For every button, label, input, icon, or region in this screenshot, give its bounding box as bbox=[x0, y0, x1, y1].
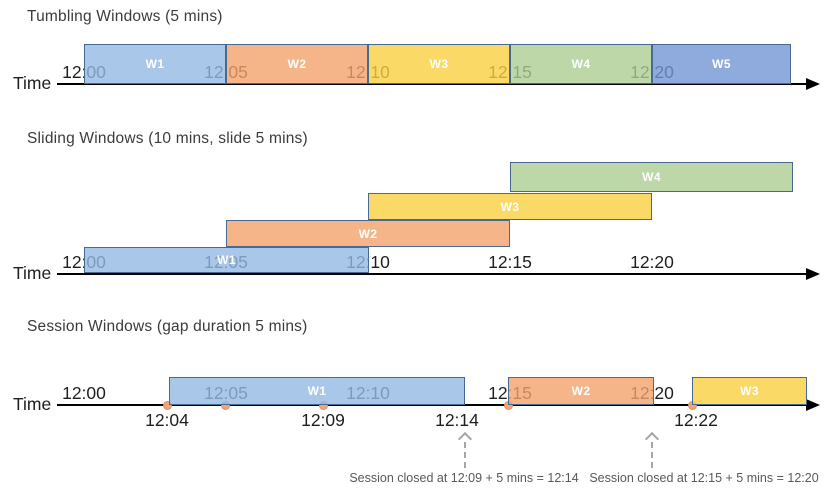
window-w4: W4 bbox=[510, 162, 793, 192]
window-label: W2 bbox=[358, 226, 378, 241]
section-title: Sliding Windows (10 mins, slide 5 mins) bbox=[27, 130, 308, 147]
session-callout-arrow-line bbox=[464, 442, 466, 468]
window-w2: W2 bbox=[226, 44, 368, 84]
window-w2: W2 bbox=[508, 377, 654, 405]
window-w1: W1 bbox=[84, 44, 226, 84]
session-callout-text: Session closed at 12:15 + 5 mins = 12:20 bbox=[589, 471, 819, 485]
axis-time-label: Time bbox=[13, 394, 52, 414]
window-w1: W1 bbox=[169, 377, 465, 405]
tick-label: 12:15 bbox=[488, 252, 532, 272]
timeline-axis bbox=[57, 83, 806, 85]
window-label: W5 bbox=[712, 57, 731, 71]
window-w4: W4 bbox=[510, 44, 652, 84]
session-callout-text: Session closed at 12:09 + 5 mins = 12:14 bbox=[349, 471, 579, 485]
axis-time-label: Time bbox=[13, 73, 52, 93]
event-dot bbox=[162, 400, 172, 410]
window-w3: W3 bbox=[368, 193, 652, 220]
window-label: W3 bbox=[740, 384, 759, 398]
window-label: W1 bbox=[307, 384, 327, 398]
timeline-axis bbox=[57, 273, 806, 275]
window-label: W1 bbox=[217, 253, 236, 267]
event-time-label: 12:22 bbox=[674, 410, 718, 430]
window-w3: W3 bbox=[368, 44, 510, 84]
timeline-arrow-icon bbox=[806, 78, 820, 90]
window-w5: W5 bbox=[652, 44, 791, 84]
window-label: W3 bbox=[500, 199, 520, 214]
section-title: Session Windows (gap duration 5 mins) bbox=[27, 318, 308, 335]
window-label: W4 bbox=[642, 170, 661, 184]
window-w1: W1 bbox=[84, 247, 369, 273]
timeline-axis bbox=[57, 404, 806, 406]
window-w2: W2 bbox=[226, 220, 510, 247]
session-callout-arrow-line bbox=[651, 442, 653, 468]
window-label: W2 bbox=[287, 57, 307, 71]
tick-label: 12:20 bbox=[630, 252, 674, 272]
timeline-arrow-icon bbox=[806, 268, 820, 280]
section-title: Tumbling Windows (5 mins) bbox=[27, 8, 223, 25]
window-label: W4 bbox=[571, 57, 591, 71]
tick-label: 12:00 bbox=[62, 383, 106, 403]
event-time-label: 12:09 bbox=[301, 410, 345, 430]
window-w3: W3 bbox=[692, 377, 807, 405]
event-time-label: 12:04 bbox=[145, 410, 189, 430]
window-label: W2 bbox=[571, 384, 591, 398]
event-time-label: 12:14 bbox=[435, 410, 479, 430]
axis-time-label: Time bbox=[13, 263, 52, 283]
timeline-arrow-icon bbox=[806, 399, 820, 411]
window-label: W3 bbox=[429, 57, 449, 71]
window-label: W1 bbox=[145, 57, 165, 71]
